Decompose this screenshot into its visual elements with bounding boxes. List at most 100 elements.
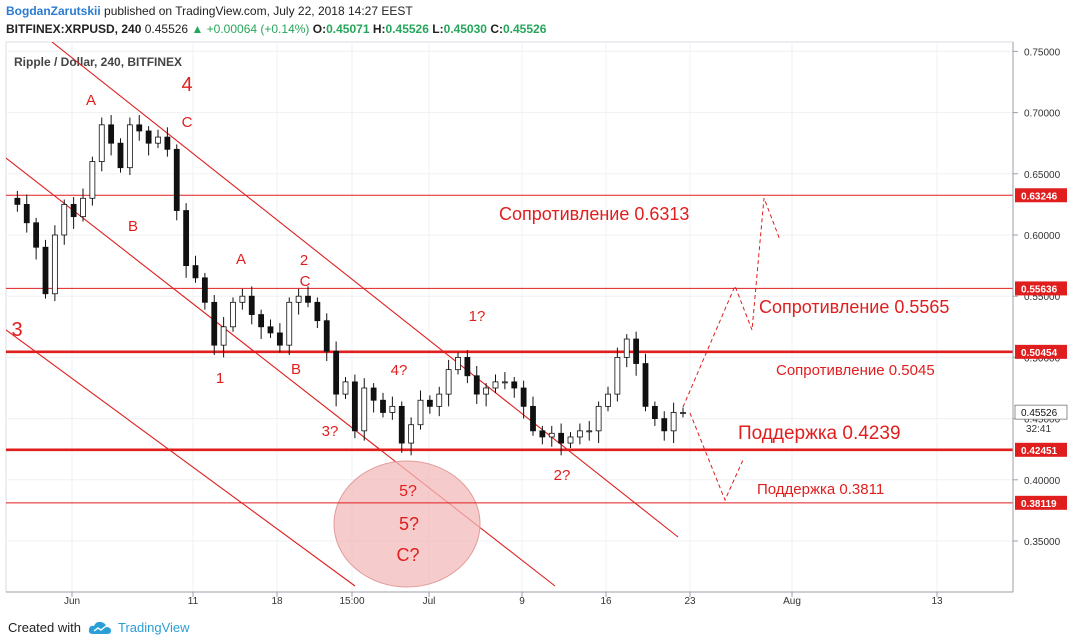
level-label: Сопротивление 0.5565 bbox=[759, 297, 949, 317]
candle-body bbox=[70, 203, 77, 218]
x-tick-label: 9 bbox=[519, 596, 525, 607]
candle-body bbox=[464, 356, 471, 377]
tradingview-cloud-icon[interactable] bbox=[88, 621, 112, 635]
open-label: O: bbox=[312, 22, 327, 36]
candle-body bbox=[492, 381, 499, 389]
wave-label: B bbox=[128, 218, 138, 235]
candle-body bbox=[267, 326, 274, 334]
price-tag-label: 0.45526 bbox=[1021, 408, 1058, 419]
candle-body bbox=[80, 197, 86, 218]
x-tick-label: 23 bbox=[684, 596, 696, 607]
x-tick-label: Aug bbox=[783, 596, 801, 607]
x-tick-label: 13 bbox=[931, 596, 943, 607]
high-label: H: bbox=[372, 22, 386, 36]
price-change: ▲ +0.00064 (+0.14%) bbox=[191, 22, 310, 36]
y-axis[interactable]: 0.75000 0.70000 0.65000 0.60000 0.55000 0.500… bbox=[1013, 47, 1061, 548]
candle-body bbox=[539, 430, 546, 438]
candle-body bbox=[42, 246, 49, 295]
price-tag-label: 0.63246 bbox=[1021, 191, 1058, 202]
candle-body bbox=[276, 332, 283, 346]
wave-label: 4 bbox=[181, 74, 192, 96]
wave-label: C bbox=[300, 273, 311, 290]
candle-body bbox=[98, 124, 105, 162]
open-value: 0.45071 bbox=[326, 22, 370, 36]
wave-label: 5? bbox=[399, 514, 419, 534]
candle-body bbox=[370, 387, 377, 401]
price-tag-label: 0.50454 bbox=[1021, 348, 1058, 359]
plot-area[interactable] bbox=[5, 41, 1014, 593]
wave-label: 5? bbox=[399, 483, 417, 500]
annotation-labels: Сопротивление 0.6313 Сопротивление 0.5565… bbox=[11, 74, 949, 565]
price-tag-label: 0.42451 bbox=[1021, 446, 1058, 457]
wave-label: C bbox=[182, 114, 193, 131]
price-tag-bg bbox=[1015, 281, 1067, 296]
candle-body bbox=[567, 436, 574, 444]
candle-body bbox=[576, 430, 583, 438]
candle-body bbox=[670, 412, 677, 432]
candle-body bbox=[642, 363, 649, 407]
y-tick-label: 0.60000 bbox=[1024, 231, 1061, 242]
candle-body bbox=[145, 130, 152, 144]
ohlc-line: BITFINEX:XRPUSD, 240 0.45526 ▲ +0.00064 … bbox=[6, 22, 546, 36]
target-zone-ellipse bbox=[333, 460, 481, 588]
candle-body bbox=[595, 405, 602, 432]
wave-label: 4? bbox=[391, 362, 408, 379]
channel-trendline bbox=[51, 42, 679, 538]
chart-title: Ripple / Dollar, 240, BITFINEX bbox=[14, 55, 182, 69]
candle-body bbox=[530, 405, 536, 432]
x-tick-label: 11 bbox=[188, 596, 199, 607]
forecast-path bbox=[682, 197, 781, 408]
x-tick-label: Jun bbox=[64, 596, 80, 607]
channel-trendline bbox=[6, 329, 356, 587]
publish-line: BogdanZarutskii published on TradingView… bbox=[6, 4, 413, 18]
grid-layer bbox=[6, 42, 1013, 592]
candle-body bbox=[201, 277, 208, 303]
candle-body bbox=[295, 295, 302, 303]
forecast-path bbox=[689, 412, 744, 502]
chart-canvas[interactable]: Ripple / Dollar, 240, BITFINEX Сопротивл… bbox=[0, 0, 1073, 612]
y-tick-label: 0.65000 bbox=[1024, 170, 1061, 181]
candle-body bbox=[614, 356, 621, 395]
candle-body bbox=[211, 301, 218, 346]
y-tick-label: 0.35000 bbox=[1024, 537, 1061, 548]
created-with-text: Created with bbox=[8, 620, 81, 635]
candle-body bbox=[286, 301, 293, 346]
tradingview-brand-link[interactable]: TradingView bbox=[118, 620, 190, 635]
candle-body bbox=[661, 418, 668, 432]
level-label: Сопротивление 0.5045 bbox=[776, 362, 935, 379]
level-label: Поддержка 0.3811 bbox=[757, 481, 884, 498]
y-tick-label: 0.55000 bbox=[1024, 292, 1061, 303]
candle-body bbox=[136, 124, 143, 132]
wave-label: 3 bbox=[11, 319, 22, 341]
candle-body bbox=[351, 381, 358, 432]
candle-body bbox=[323, 320, 330, 352]
candle-body bbox=[389, 405, 396, 413]
candle-body bbox=[126, 124, 133, 169]
candle-body bbox=[220, 326, 227, 346]
candle-body bbox=[192, 265, 199, 279]
candle-body bbox=[164, 136, 171, 150]
wave-label: A bbox=[86, 92, 96, 109]
wave-label: 1? bbox=[469, 308, 486, 325]
author-link[interactable]: BogdanZarutskii bbox=[6, 4, 101, 18]
wave-label: A bbox=[236, 251, 246, 268]
candle-body bbox=[623, 338, 630, 358]
candle-body bbox=[258, 314, 265, 328]
projection-layer bbox=[682, 197, 781, 502]
candle-body bbox=[173, 148, 180, 211]
candle-body bbox=[305, 295, 311, 303]
price-tag-bg bbox=[1014, 404, 1068, 420]
candle-body bbox=[548, 432, 555, 438]
candle-body bbox=[511, 381, 518, 389]
candle-body bbox=[586, 430, 593, 433]
candle-body bbox=[61, 203, 68, 236]
price-tag-bg bbox=[1015, 188, 1067, 203]
countdown-label: 32:41 bbox=[1026, 424, 1051, 435]
y-tick-label: 0.70000 bbox=[1024, 109, 1061, 120]
wave-label: 2 bbox=[300, 252, 308, 269]
candle-body bbox=[633, 338, 640, 364]
candle-body bbox=[33, 222, 40, 248]
candle-body bbox=[89, 161, 96, 199]
x-axis[interactable]: Jun 11 18 15:00 Jul 9 16 23 Aug 13 bbox=[64, 592, 943, 607]
candle-body bbox=[501, 381, 508, 384]
